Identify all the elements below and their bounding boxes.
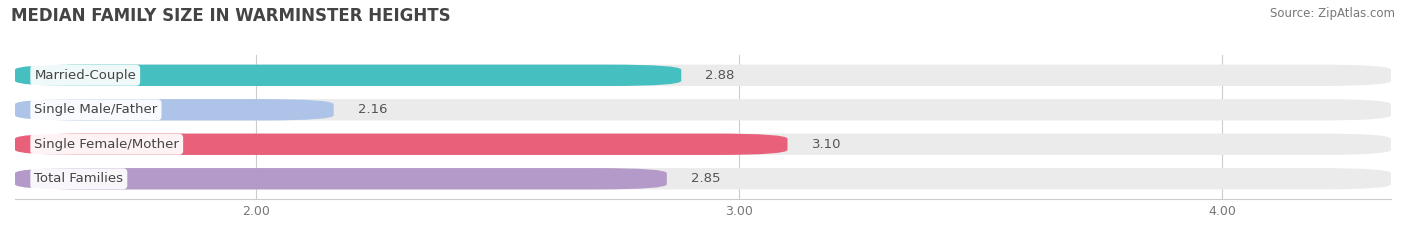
FancyBboxPatch shape (15, 134, 1391, 155)
Text: Single Male/Father: Single Male/Father (34, 103, 157, 116)
Text: Married-Couple: Married-Couple (34, 69, 136, 82)
FancyBboxPatch shape (15, 168, 666, 189)
Text: 2.16: 2.16 (357, 103, 387, 116)
FancyBboxPatch shape (15, 134, 787, 155)
Text: 2.88: 2.88 (706, 69, 735, 82)
Text: Total Families: Total Families (34, 172, 124, 185)
FancyBboxPatch shape (15, 99, 333, 120)
Text: 2.85: 2.85 (690, 172, 720, 185)
FancyBboxPatch shape (15, 65, 1391, 86)
FancyBboxPatch shape (15, 99, 1391, 120)
Text: Source: ZipAtlas.com: Source: ZipAtlas.com (1270, 7, 1395, 20)
Text: Single Female/Mother: Single Female/Mother (34, 138, 179, 151)
FancyBboxPatch shape (15, 65, 682, 86)
Text: MEDIAN FAMILY SIZE IN WARMINSTER HEIGHTS: MEDIAN FAMILY SIZE IN WARMINSTER HEIGHTS (11, 7, 451, 25)
FancyBboxPatch shape (15, 168, 1391, 189)
Text: 3.10: 3.10 (811, 138, 841, 151)
